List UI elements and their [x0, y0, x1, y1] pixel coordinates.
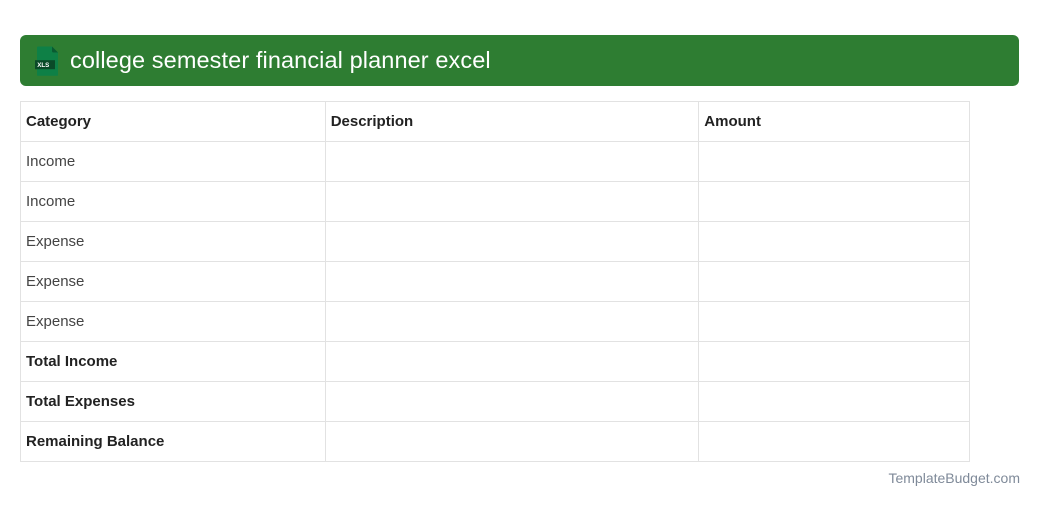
svg-text:XLS: XLS	[37, 61, 49, 68]
